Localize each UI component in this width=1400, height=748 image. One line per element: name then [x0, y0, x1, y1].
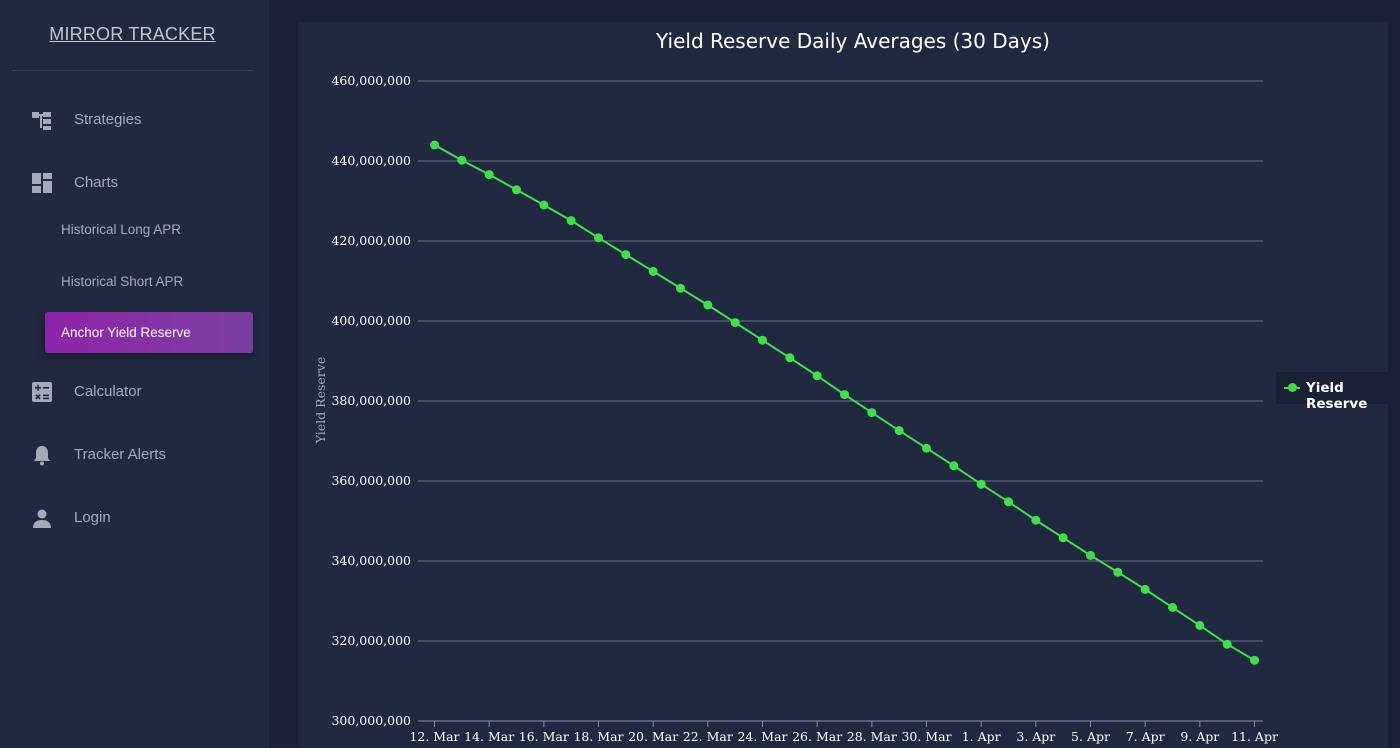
- nav-strategies[interactable]: Strategies: [0, 99, 269, 139]
- submenu-historical-short-apr[interactable]: Historical Short APR: [45, 261, 253, 302]
- bell-icon: [34, 446, 50, 466]
- y-tick-label: 320,000,000: [331, 633, 411, 648]
- data-point[interactable]: [1195, 620, 1205, 630]
- calculator-icon: [32, 382, 52, 402]
- data-point[interactable]: [840, 390, 849, 400]
- person-icon: [33, 509, 51, 528]
- brand-title[interactable]: MIRROR TRACKER: [49, 24, 216, 44]
- data-point[interactable]: [894, 426, 904, 436]
- x-tick-label: 28. Mar: [847, 729, 897, 744]
- submenu-historical-long-apr[interactable]: Historical Long APR: [45, 209, 253, 250]
- x-tick-label: 18. Mar: [573, 729, 623, 744]
- submenu-anchor-yield-reserve[interactable]: Anchor Yield Reserve: [45, 312, 253, 353]
- x-tick-label: 30. Mar: [901, 729, 951, 744]
- data-point[interactable]: [1140, 584, 1150, 594]
- x-tick-label: 9. Apr: [1180, 729, 1219, 744]
- y-tick-label: 380,000,000: [331, 393, 411, 408]
- y-tick-label: 360,000,000: [331, 473, 411, 488]
- data-point[interactable]: [648, 266, 658, 276]
- y-tick-label: 300,000,000: [331, 713, 411, 728]
- data-point[interactable]: [484, 170, 494, 180]
- nav-calculator[interactable]: Calculator: [0, 371, 269, 411]
- x-tick-label: 11. Apr: [1231, 729, 1278, 744]
- legend-dot-marker: [1288, 383, 1297, 392]
- data-point[interactable]: [703, 300, 713, 310]
- data-point[interactable]: [812, 371, 822, 381]
- nav-tracker-alerts[interactable]: Tracker Alerts: [0, 434, 269, 474]
- data-point[interactable]: [1168, 602, 1177, 612]
- data-point[interactable]: [922, 443, 931, 453]
- nav-tracker-alerts-label: Tracker Alerts: [74, 445, 166, 463]
- sidebar: MIRROR TRACKER Strategies Charts Histori…: [0, 0, 269, 748]
- data-point[interactable]: [949, 461, 959, 471]
- submenu-label: Anchor Yield Reserve: [61, 325, 191, 340]
- dashboard-icon: [32, 173, 52, 193]
- legend-item-yield-reserve[interactable]: Yield Reserve: [1276, 372, 1394, 412]
- x-tick-label: 7. Apr: [1126, 729, 1165, 744]
- x-tick-label: 20. Mar: [628, 729, 678, 744]
- x-tick-label: 12. Mar: [409, 729, 459, 744]
- x-tick-label: 22. Mar: [683, 729, 733, 744]
- x-tick-label: 24. Mar: [737, 729, 787, 744]
- chart-panel: [298, 22, 1388, 748]
- x-tick-label: 3. Apr: [1016, 729, 1055, 744]
- submenu-label: Historical Long APR: [61, 222, 182, 237]
- nav-calculator-label: Calculator: [74, 382, 142, 400]
- x-tick-label: 16. Mar: [519, 729, 569, 744]
- data-point[interactable]: [1113, 567, 1123, 577]
- data-point[interactable]: [1031, 515, 1041, 525]
- y-tick-label: 440,000,000: [331, 153, 411, 168]
- data-point[interactable]: [1086, 550, 1095, 560]
- x-tick-label: 14. Mar: [464, 729, 514, 744]
- data-point[interactable]: [1222, 639, 1232, 649]
- data-point[interactable]: [621, 250, 631, 260]
- data-point[interactable]: [730, 318, 740, 328]
- y-tick-label: 420,000,000: [331, 233, 411, 248]
- nav-charts-label: Charts: [74, 173, 119, 191]
- data-point[interactable]: [430, 140, 439, 150]
- y-tick-label: 340,000,000: [331, 553, 411, 568]
- y-axis-label: Yield Reserve: [313, 357, 328, 444]
- data-point[interactable]: [758, 335, 767, 345]
- strategies-icon: [32, 112, 51, 130]
- data-point[interactable]: [1058, 533, 1068, 543]
- data-point[interactable]: [594, 233, 603, 243]
- grid-layer: 300,000,000 320,000,000 340,000,000 360,000…: [331, 73, 1263, 728]
- y-tick-label: 400,000,000: [331, 313, 411, 328]
- legend-label: Yield Reserve: [1306, 380, 1368, 412]
- data-point[interactable]: [512, 185, 521, 195]
- data-point[interactable]: [457, 155, 467, 165]
- data-point[interactable]: [785, 353, 795, 363]
- data-point[interactable]: [539, 200, 549, 210]
- nav-charts[interactable]: Charts: [0, 162, 269, 202]
- x-tick-label: 5. Apr: [1071, 729, 1110, 744]
- data-point[interactable]: [1004, 497, 1013, 507]
- y-tick-label: 460,000,000: [331, 73, 411, 88]
- series-layer: [430, 140, 1259, 665]
- nav-login-label: Login: [74, 508, 111, 526]
- data-point[interactable]: [566, 216, 576, 226]
- x-tick-label: 26. Mar: [792, 729, 842, 744]
- x-ticks: 12. Mar 14. Mar 16. Mar 18. Mar 20. Mar 22. M…: [409, 721, 1278, 744]
- x-tick-label: 1. Apr: [962, 729, 1001, 744]
- submenu-label: Historical Short APR: [61, 274, 184, 289]
- nav-login[interactable]: Login: [0, 497, 269, 537]
- data-point[interactable]: [1250, 655, 1259, 665]
- chart-title: Yield Reserve Daily Averages (30 Days): [655, 29, 1050, 53]
- data-point[interactable]: [976, 479, 986, 489]
- brand-divider: [12, 70, 253, 71]
- series-line-yield-reserve: [434, 144, 1256, 662]
- data-point[interactable]: [676, 283, 685, 293]
- data-point[interactable]: [867, 408, 877, 418]
- nav-strategies-label: Strategies: [74, 110, 142, 128]
